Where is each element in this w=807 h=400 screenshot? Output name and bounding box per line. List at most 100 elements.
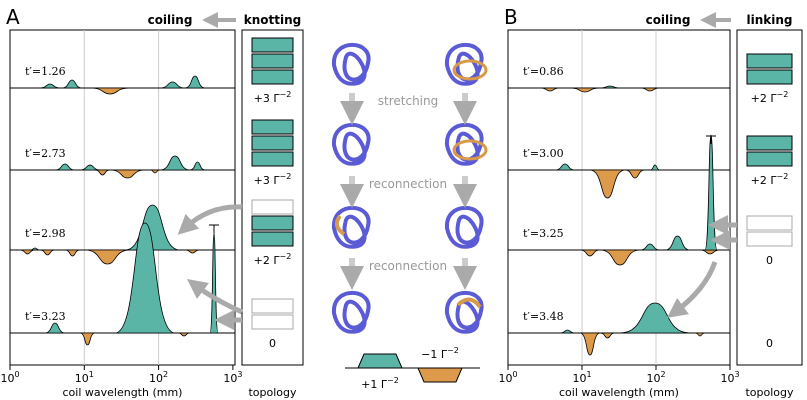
topology-frame: [241, 29, 304, 366]
spectrum-lobe: [44, 322, 66, 334]
legend-positive: [357, 353, 403, 369]
x-tick-label: 101: [572, 370, 591, 385]
x-tick-label-exp: 1: [586, 370, 591, 379]
topology-label-exp: −2: [777, 172, 789, 181]
spectrum-lobe: [579, 332, 601, 356]
spectrum-lobe: [694, 332, 706, 337]
time-label: t′=0.86: [523, 65, 564, 78]
topology-label: +2 Γ−2: [751, 90, 789, 105]
topology-box: [251, 53, 294, 69]
x-tick-label-exp: 0: [14, 370, 19, 379]
x-axis-label: coil wavelength (mm): [559, 386, 679, 399]
topology-label: +2 Γ−2: [751, 172, 789, 187]
x-tick-label-base: 10: [75, 372, 89, 385]
topology-box: [251, 215, 294, 231]
time-label: t′=1.26: [25, 65, 66, 78]
plot-frame: [507, 29, 731, 366]
step-label: reconnection: [369, 177, 447, 191]
spectrum-lobe: [664, 235, 691, 251]
spectrum-lobe: [159, 81, 186, 89]
topology-box: [251, 199, 294, 215]
spectrum-lobe: [39, 83, 61, 89]
x-tick-label-base: 10: [646, 372, 660, 385]
spectrum-lobe: [19, 249, 36, 255]
knot: [444, 42, 484, 86]
spectrum-lobe: [61, 79, 83, 89]
spectrum-lobe: [599, 249, 641, 266]
knot: [444, 122, 484, 166]
legend-negative: [417, 367, 463, 383]
time-label: t′=3.48: [523, 310, 564, 323]
x-tick-label-base: 10: [572, 372, 586, 385]
topology-label: +2 Γ−2: [254, 252, 292, 267]
spectrum-lobe: [149, 169, 161, 174]
time-label: t′=3.00: [523, 147, 564, 160]
legend-label-exp: −2: [447, 346, 459, 355]
topology-box: [746, 69, 793, 85]
grey-arrow: [186, 279, 244, 315]
header: linking: [747, 13, 793, 27]
legend-label: +1 Γ−2: [361, 376, 399, 391]
header: coiling: [148, 13, 193, 27]
x-tick-label-base: 10: [498, 372, 512, 385]
grey-arrow: [666, 261, 718, 318]
spectrum-lobe: [599, 332, 616, 339]
spectrum-lobe: [89, 87, 131, 95]
spectrum-lobe: [569, 87, 601, 93]
spectrum-lobe: [189, 161, 206, 171]
spectrum-lobe: [184, 75, 206, 89]
spectrum-lobe: [79, 332, 96, 346]
topology-box: [746, 151, 793, 167]
panel-label: B: [504, 5, 518, 29]
x-tick-label: 100: [498, 370, 517, 385]
x-tick-label-base: 10: [149, 372, 163, 385]
knot-ring: [452, 59, 488, 81]
x-tick-label: 103: [720, 370, 739, 385]
topology-label-exp: −2: [280, 90, 292, 99]
error-bar: [209, 224, 219, 233]
time-label: t′=2.73: [25, 147, 66, 160]
spectrum-lobe: [589, 169, 626, 199]
topology-label-base: +2 Γ: [751, 174, 778, 187]
topology-label: 0: [269, 337, 276, 350]
spectrum-lobe: [109, 169, 146, 179]
spectrum-lobe: [184, 249, 201, 254]
spectrum-lobe: [619, 302, 691, 334]
header: knotting: [244, 13, 302, 27]
spectrum-lobe: [639, 87, 661, 92]
topology-label-exp: −2: [777, 90, 789, 99]
legend-label-base: +1 Γ: [361, 378, 388, 391]
topology-box: [746, 215, 793, 231]
x-tick-label-exp: 0: [512, 370, 517, 379]
topology-label-exp: −2: [280, 172, 292, 181]
spectrum-lobe: [39, 249, 56, 256]
knot: [331, 42, 371, 86]
topology-label: +3 Γ−2: [254, 172, 292, 187]
knot: [331, 205, 371, 249]
x-tick-label: 100: [0, 370, 19, 385]
spectrum-lobe: [539, 87, 561, 92]
topology-box: [746, 135, 793, 151]
x-axis-label: coil wavelength (mm): [63, 386, 183, 399]
spectrum-lobe: [54, 163, 76, 171]
knot: [331, 122, 371, 166]
legend-label-exp: −2: [387, 376, 399, 385]
knot-orange: [334, 214, 346, 236]
spectrum-lobe: [114, 222, 176, 334]
spectrum-lobe: [599, 85, 621, 89]
topology-label-base: +2 Γ: [254, 254, 281, 267]
x-tick-label-exp: 2: [660, 370, 665, 379]
error-bar: [706, 135, 716, 144]
spectrum-lobe: [29, 247, 41, 251]
topology-box: [251, 135, 294, 151]
topology-box: [251, 231, 294, 247]
x-tick-label-base: 10: [223, 372, 237, 385]
topology-box: [251, 151, 294, 167]
topology-label: 0: [766, 254, 773, 267]
topology-label-exp: −2: [280, 252, 292, 261]
time-label: t′=3.23: [25, 310, 66, 323]
topology-label-base: +3 Γ: [254, 92, 281, 105]
spectrum-lobe: [554, 163, 576, 171]
x-axis-label: topology: [248, 386, 297, 399]
